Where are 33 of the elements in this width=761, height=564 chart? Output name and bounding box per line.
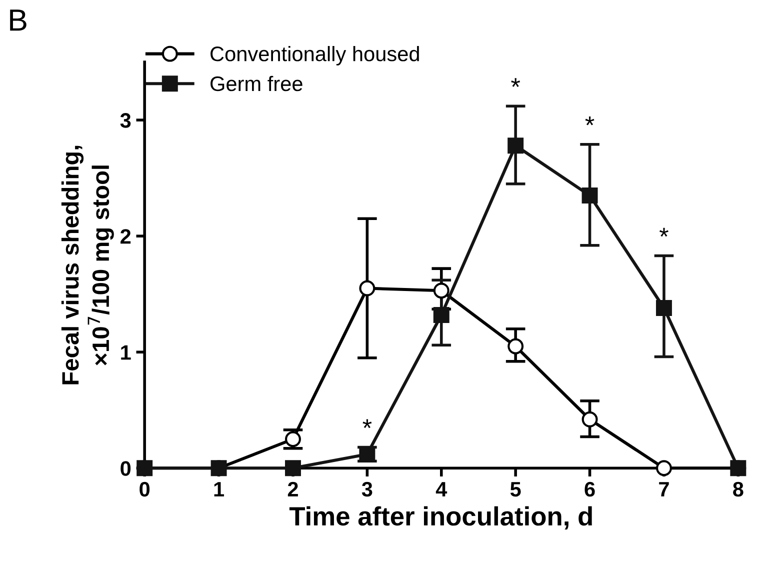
point — [433, 306, 450, 323]
x-tick-label: 4 — [436, 482, 448, 496]
point — [508, 138, 524, 154]
point — [582, 187, 598, 204]
point — [284, 460, 301, 476]
y-tick-label: 2 — [120, 229, 131, 244]
x-tick-label: 3 — [362, 482, 372, 497]
annotation: * — [585, 116, 594, 126]
y-tick-label: 3 — [120, 113, 131, 128]
x-tick-label: 5 — [510, 482, 521, 497]
x-tick-label: 2 — [288, 482, 298, 496]
point — [284, 431, 301, 448]
annotation: * — [362, 419, 372, 428]
x-tick-label: 1 — [214, 482, 224, 496]
annotation: * — [660, 228, 668, 237]
x-tick-label: 7 — [659, 482, 669, 496]
point — [508, 338, 524, 354]
text: B — [10, 10, 26, 31]
x-tick-label: 8 — [733, 482, 744, 497]
point — [656, 300, 672, 316]
annotation: * — [511, 78, 520, 87]
x-tick-label: 0 — [140, 482, 150, 497]
point — [656, 460, 672, 476]
point — [582, 411, 598, 428]
point — [359, 280, 376, 296]
x-tick-label: 6 — [584, 482, 595, 497]
y-tick-label: 1 — [121, 345, 131, 360]
y-tick-label: 0 — [120, 461, 131, 476]
legend-label: Conventionally housed — [210, 46, 419, 66]
x-axis-title: Time after inoculation, d — [289, 506, 592, 530]
y-axis-title: Fecal virus shedding, ×10$^{7}$/100 mg stool — [61, 146, 114, 384]
point — [433, 282, 450, 299]
legend-label: Germ free — [210, 76, 302, 92]
